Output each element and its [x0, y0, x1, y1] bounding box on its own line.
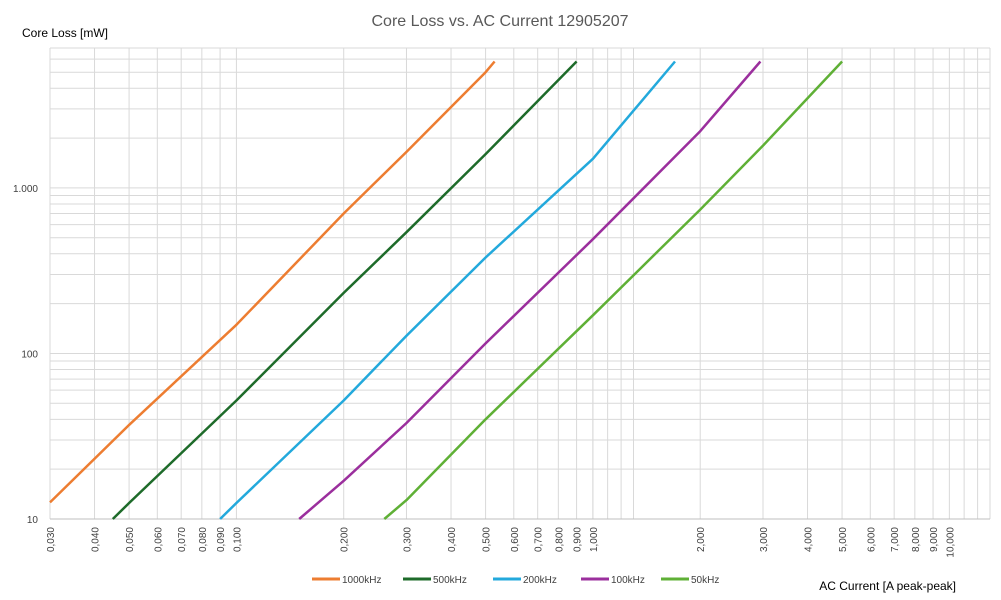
x-tick-label: 0,700: [534, 527, 545, 552]
x-tick-label: 2,000: [696, 527, 707, 552]
series-line-100kHz: [298, 60, 762, 520]
x-tick-label: 0,090: [216, 527, 227, 552]
series-line-1000kHz: [49, 60, 496, 504]
series-line-50kHz: [383, 60, 844, 520]
series-line-500kHz: [111, 60, 578, 520]
x-tick-label: 3,000: [759, 527, 770, 552]
legend-label: 200kHz: [523, 575, 557, 586]
y-axis-label: Core Loss [mW]: [22, 26, 108, 40]
grid: [49, 47, 991, 520]
x-axis-ticks: 0,030 0,040 0,050 0,060 0,070 0,080 0,090 0,100…: [46, 527, 956, 558]
x-tick-label: 0,030: [46, 527, 57, 552]
x-axis-label: AC Current [A peak-peak]: [819, 579, 956, 593]
x-tick-label: 0,050: [125, 527, 136, 552]
x-tick-label: 0,500: [482, 527, 493, 552]
x-tick-label: 8,000: [911, 527, 922, 552]
x-tick-label: 0,900: [573, 527, 584, 552]
x-tick-label: 0,060: [153, 527, 164, 552]
x-tick-label: 0,040: [91, 527, 102, 552]
x-tick-label: 6,000: [866, 527, 877, 552]
series-group: [49, 60, 844, 520]
y-tick-label: 1.000: [13, 184, 38, 195]
x-tick-label: 4,000: [804, 527, 815, 552]
legend-label: 500kHz: [433, 575, 467, 586]
y-axis-ticks: 10 100 1.000: [13, 184, 38, 526]
x-tick-label: 1,000: [589, 527, 600, 552]
series-line-200kHz: [219, 60, 676, 520]
legend-label: 100kHz: [611, 575, 645, 586]
y-tick-label: 100: [21, 349, 38, 360]
x-tick-label: 0,070: [177, 527, 188, 552]
x-tick-label: 0,600: [510, 527, 521, 552]
x-tick-label: 0,100: [232, 527, 243, 552]
x-tick-label: 0,300: [402, 527, 413, 552]
x-tick-label: 0,080: [198, 527, 209, 552]
chart-title: Core Loss vs. AC Current 12905207: [371, 13, 628, 30]
x-tick-label: 9,000: [929, 527, 940, 552]
legend-label: 50kHz: [691, 575, 719, 586]
x-tick-label: 0,400: [447, 527, 458, 552]
y-tick-label: 10: [27, 515, 39, 526]
x-tick-label: 0,800: [554, 527, 565, 552]
legend-label: 1000kHz: [342, 575, 381, 586]
x-tick-label: 7,000: [890, 527, 901, 552]
x-tick-label: 10,000: [945, 527, 956, 558]
x-tick-label: 5,000: [838, 527, 849, 552]
x-tick-label: 0,200: [340, 527, 351, 552]
legend: 1000kHz 500kHz 200kHz 100kHz 50kHz: [312, 575, 719, 586]
